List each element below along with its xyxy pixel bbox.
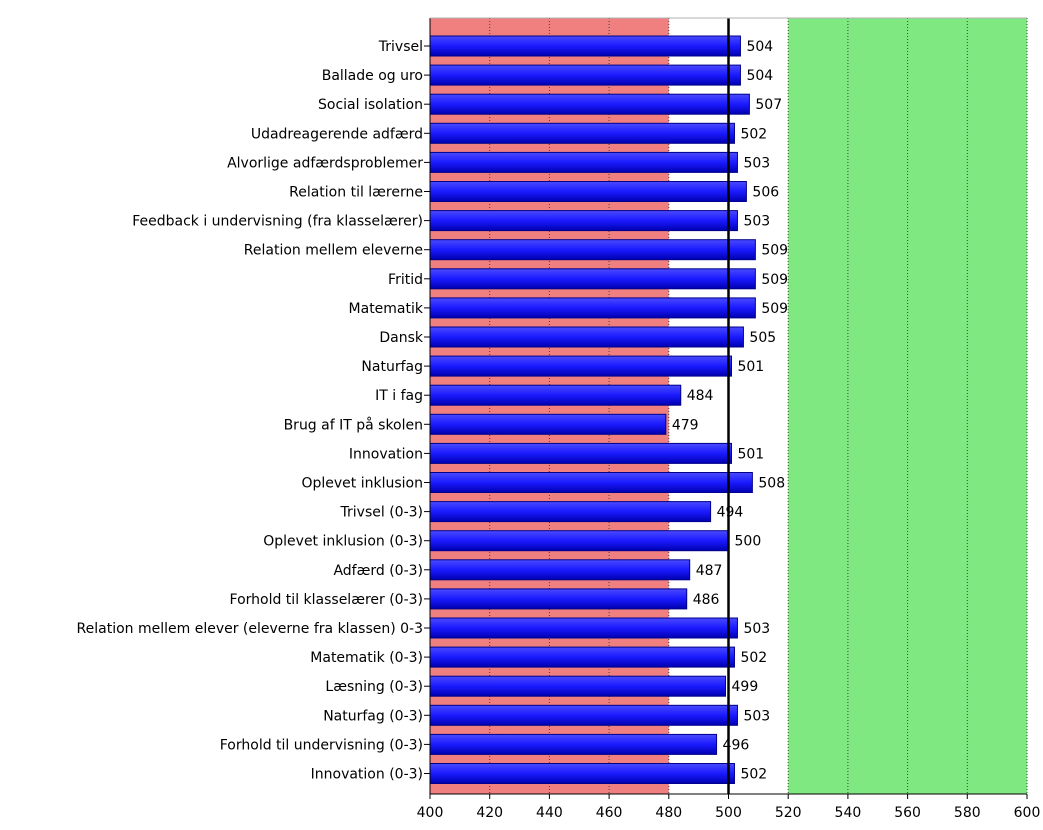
grid-lines	[489, 18, 1028, 794]
value-label-4: 503	[743, 155, 770, 171]
bar-12	[429, 384, 682, 406]
high-band	[788, 18, 1027, 794]
category-label-14: Innovation	[349, 446, 423, 462]
bar-4	[429, 151, 738, 173]
bar-17	[429, 530, 729, 552]
value-label-6: 503	[743, 214, 770, 230]
x-tick-labels: 400 420 440 460 480 500 520 540 560 580 600	[417, 794, 1041, 821]
value-label-11: 501	[737, 359, 764, 375]
x-tick-label-560: 560	[894, 805, 921, 821]
category-label-8: Fritid	[388, 272, 423, 288]
category-label-9: Matematik	[349, 301, 424, 317]
bar-15	[429, 472, 753, 493]
bar-24	[429, 733, 718, 755]
value-label-21: 502	[740, 650, 767, 666]
category-label-10: Dansk	[379, 330, 424, 346]
value-label-20: 503	[743, 621, 770, 637]
bar-2	[429, 93, 750, 115]
x-tick-label-580: 580	[954, 805, 981, 821]
value-label-24: 496	[723, 737, 750, 753]
category-label-15: Oplevet inklusion	[301, 476, 423, 492]
value-label-17: 500	[735, 534, 762, 550]
category-label-13: Brug af IT på skolen	[284, 416, 423, 433]
value-label-12: 484	[687, 388, 714, 404]
x-tick-label-520: 520	[775, 805, 802, 821]
bar-18	[429, 559, 691, 581]
value-label-3: 502	[740, 126, 767, 142]
category-label-6: Feedback i undervisning (fra klasselærer…	[132, 214, 423, 230]
x-tick-label-420: 420	[476, 805, 503, 821]
category-label-7: Relation mellem eleverne	[244, 243, 423, 259]
bar-0	[429, 35, 741, 57]
value-label-18: 487	[696, 563, 723, 579]
value-label-25: 502	[740, 767, 767, 783]
value-label-19: 486	[693, 592, 720, 608]
category-label-0: Trivsel	[378, 39, 423, 55]
category-labels: Trivsel Ballade og uro Social isolation Uda…	[77, 39, 430, 783]
category-label-23: Naturfag (0-3)	[323, 708, 423, 724]
bar-23	[429, 704, 738, 726]
bar-16	[429, 501, 712, 523]
value-label-13: 479	[672, 417, 699, 433]
category-label-16: Trivsel (0-3)	[340, 505, 423, 521]
value-label-0: 504	[746, 39, 773, 55]
category-label-20: Relation mellem elever (eleverne fra kla…	[77, 621, 423, 637]
value-label-9: 509	[761, 301, 788, 317]
category-label-2: Social isolation	[318, 97, 423, 113]
category-label-19: Forhold til klasselærer (0-3)	[230, 592, 423, 608]
value-label-16: 494	[717, 505, 744, 521]
category-label-4: Alvorlige adfærdsproblemer	[227, 155, 423, 171]
bar-8	[429, 268, 756, 290]
value-label-10: 505	[749, 330, 776, 346]
bar-1	[429, 64, 741, 86]
bar-5	[429, 181, 747, 202]
category-label-5: Relation til lærerne	[289, 185, 423, 201]
category-label-17: Oplevet inklusion (0-3)	[263, 534, 423, 550]
bar-11	[429, 355, 732, 377]
value-label-8: 509	[761, 272, 788, 288]
bar-25	[429, 763, 735, 784]
value-label-23: 503	[743, 708, 770, 724]
category-label-21: Matematik (0-3)	[310, 650, 423, 666]
category-label-11: Naturfag	[361, 359, 423, 375]
bars-group	[429, 35, 756, 784]
x-tick-label-480: 480	[655, 805, 682, 821]
bar-7	[429, 239, 756, 261]
category-label-22: Læsning (0-3)	[325, 679, 423, 695]
bar-3	[429, 122, 735, 144]
value-label-15: 508	[758, 476, 785, 492]
value-labels: 504 504 507 502 503 506 503 509 509 509 505 501 484 4…	[672, 39, 788, 783]
x-tick-label-500: 500	[715, 805, 742, 821]
x-tick-label-600: 600	[1014, 805, 1041, 821]
x-tick-label-460: 460	[596, 805, 623, 821]
bar-21	[429, 646, 735, 668]
category-label-12: IT i fag	[375, 388, 423, 404]
category-label-18: Adfærd (0-3)	[333, 563, 423, 579]
x-tick-label-440: 440	[536, 805, 563, 821]
value-label-22: 499	[732, 679, 759, 695]
bar-22	[429, 675, 727, 697]
value-label-7: 509	[761, 243, 788, 259]
bar-9	[429, 297, 756, 319]
bar-6	[429, 210, 738, 232]
value-label-1: 504	[746, 68, 773, 84]
bar-13	[429, 413, 667, 435]
value-label-2: 507	[755, 97, 782, 113]
bar-20	[429, 617, 738, 639]
category-label-24: Forhold til undervisning (0-3)	[220, 737, 423, 753]
bar-19	[429, 588, 688, 610]
bar-14	[429, 442, 732, 464]
category-label-25: Innovation (0-3)	[311, 767, 423, 783]
x-tick-label-540: 540	[835, 805, 862, 821]
bar-10	[429, 326, 744, 348]
value-label-14: 501	[737, 446, 764, 462]
value-label-5: 506	[752, 185, 779, 201]
x-tick-label-400: 400	[417, 805, 444, 821]
category-label-1: Ballade og uro	[322, 68, 423, 84]
category-label-3: Udadreagerende adfærd	[251, 126, 423, 142]
